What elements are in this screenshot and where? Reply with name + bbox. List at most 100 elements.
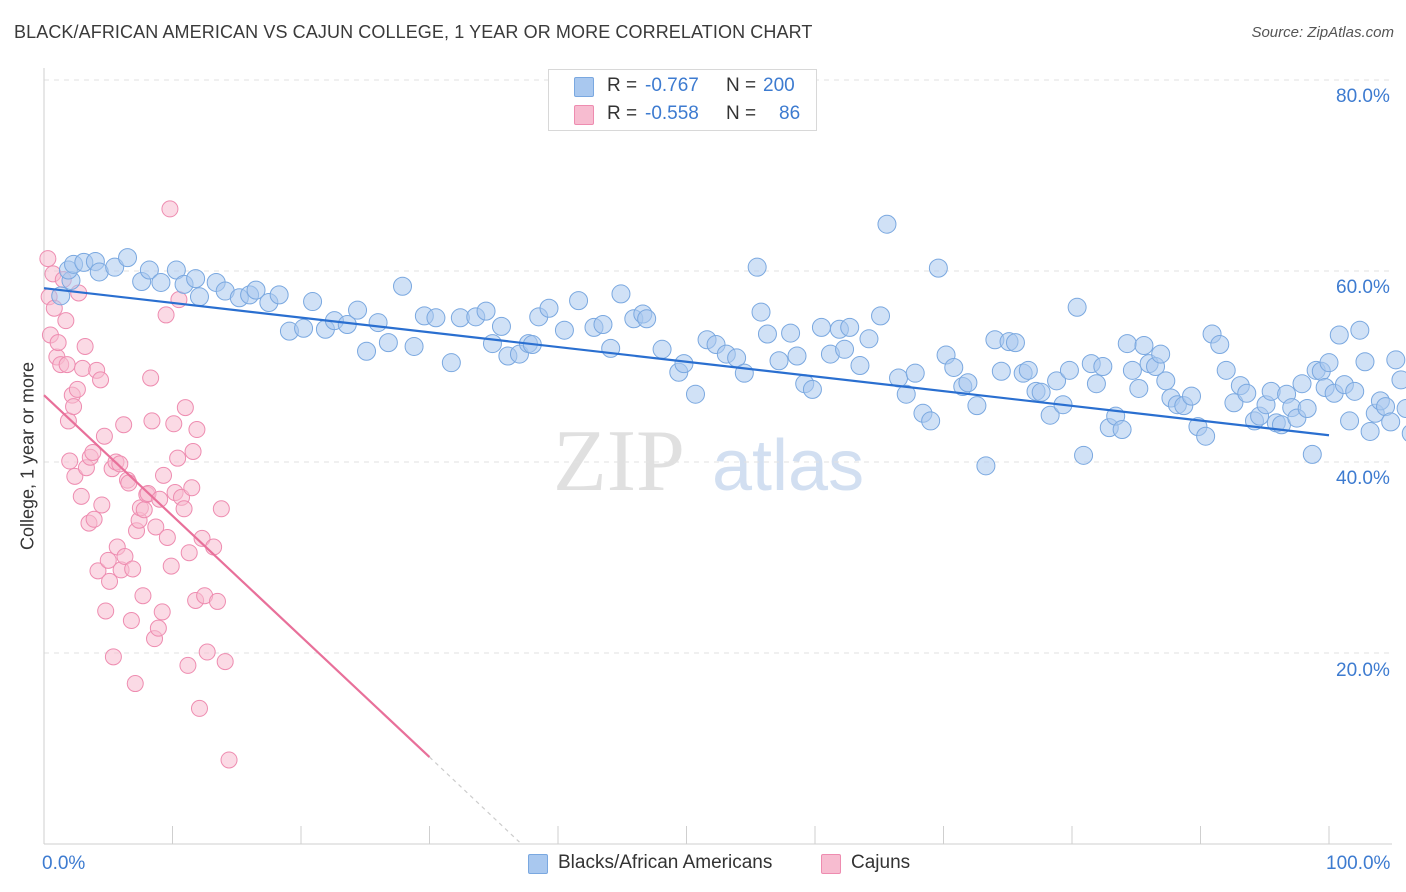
y-axis-label: College, 1 year or more [17,361,38,551]
black-point [747,257,767,277]
cajun-point [115,416,133,434]
black-point [757,324,777,344]
black-point [269,285,289,305]
cajun-point [193,529,211,547]
cajun-point [176,399,194,417]
watermark-atlas: atlas [712,426,864,506]
cajun-point [95,427,113,445]
bottom-legend-label-cajun: Cajuns [851,852,911,873]
cajun-point [92,371,110,389]
legend-r-value: -0.558 [645,103,699,124]
black-point [1386,350,1406,370]
black-point [1350,320,1370,340]
cajun-point [183,479,201,497]
black-point [554,320,574,340]
black-point [611,284,631,304]
cajun-point [59,412,77,430]
black-point [105,257,125,277]
black-point [348,300,368,320]
black-point [189,287,209,307]
black-point [751,302,771,322]
black-point [404,336,424,356]
black-point [859,329,879,349]
black-point [294,318,314,338]
cajun-point [111,455,129,473]
y-tick-label: 20.0% [1336,660,1390,681]
cajun-point [147,518,165,536]
black-point [186,269,206,289]
black-point [1134,335,1154,355]
black-point [1196,426,1216,446]
cajun-point [49,334,67,352]
black-point [958,373,978,393]
cajun-point [198,643,216,661]
black-point [476,301,496,321]
cajun-point [76,337,94,355]
black-point [1122,360,1142,380]
cajun-point [212,500,230,518]
cajun-point [66,467,84,485]
cajun-point [84,443,102,461]
black-point [674,354,694,374]
legend-swatch-cajun [574,105,594,125]
bottom-legend-label-black: Blacks/African Americans [558,852,773,873]
legend-r-label: R = [607,103,638,124]
gridlines [44,79,1392,654]
black-point [1129,378,1149,398]
black-point [1067,297,1087,317]
black-point [118,248,138,268]
black-point [840,317,860,337]
black-point [1005,333,1025,353]
cajun-point [61,452,79,470]
cajun-trend-extension [429,756,520,843]
black-point [1216,360,1236,380]
chart-source: Source: ZipAtlas.com [1251,24,1394,41]
cajun-point [149,619,167,637]
cajun-point [143,412,161,430]
black-point [637,309,657,329]
black-point [1151,344,1171,364]
cajun-point [151,490,169,508]
axes [43,68,1392,845]
black-point [802,379,822,399]
black-point [1059,360,1079,380]
legend-n-value: 200 [763,75,795,96]
legend-n-label: N = [726,75,757,96]
cajun-point [155,466,173,484]
cajun-point [220,751,238,769]
black-point [1340,411,1360,431]
black-point [769,351,789,371]
black-point [1360,421,1380,441]
black-point [441,353,461,373]
black-point [1047,371,1067,391]
black-trend-line [43,287,1330,437]
cajun-point [120,474,138,492]
cajun-point [169,449,187,467]
black-point [357,341,377,361]
cajun-point [65,398,83,416]
bottom-legend-swatch-black [528,854,548,874]
black-point [368,313,388,333]
cajun-point [188,421,206,439]
legend-r-label: R = [607,75,638,96]
black-point [1018,360,1038,380]
cajun-point [99,551,117,569]
cajun-point [179,656,197,674]
cajun-point [72,487,90,505]
cajun-point [116,548,134,566]
black-point [1112,420,1132,440]
y-tick-label: 60.0% [1336,277,1390,298]
black-point [944,357,964,377]
cajun-trend-line [43,394,431,758]
black-point [1224,393,1244,413]
cajun-point [134,587,152,605]
black-point [491,316,511,336]
legend-n-value: 86 [779,103,801,124]
cajun-point [190,699,208,717]
black-point [1261,381,1281,401]
cajun-point [135,501,153,519]
black-point [1040,405,1060,425]
bottom-legend-swatch-cajun [821,854,841,874]
cajun-point [153,603,171,621]
